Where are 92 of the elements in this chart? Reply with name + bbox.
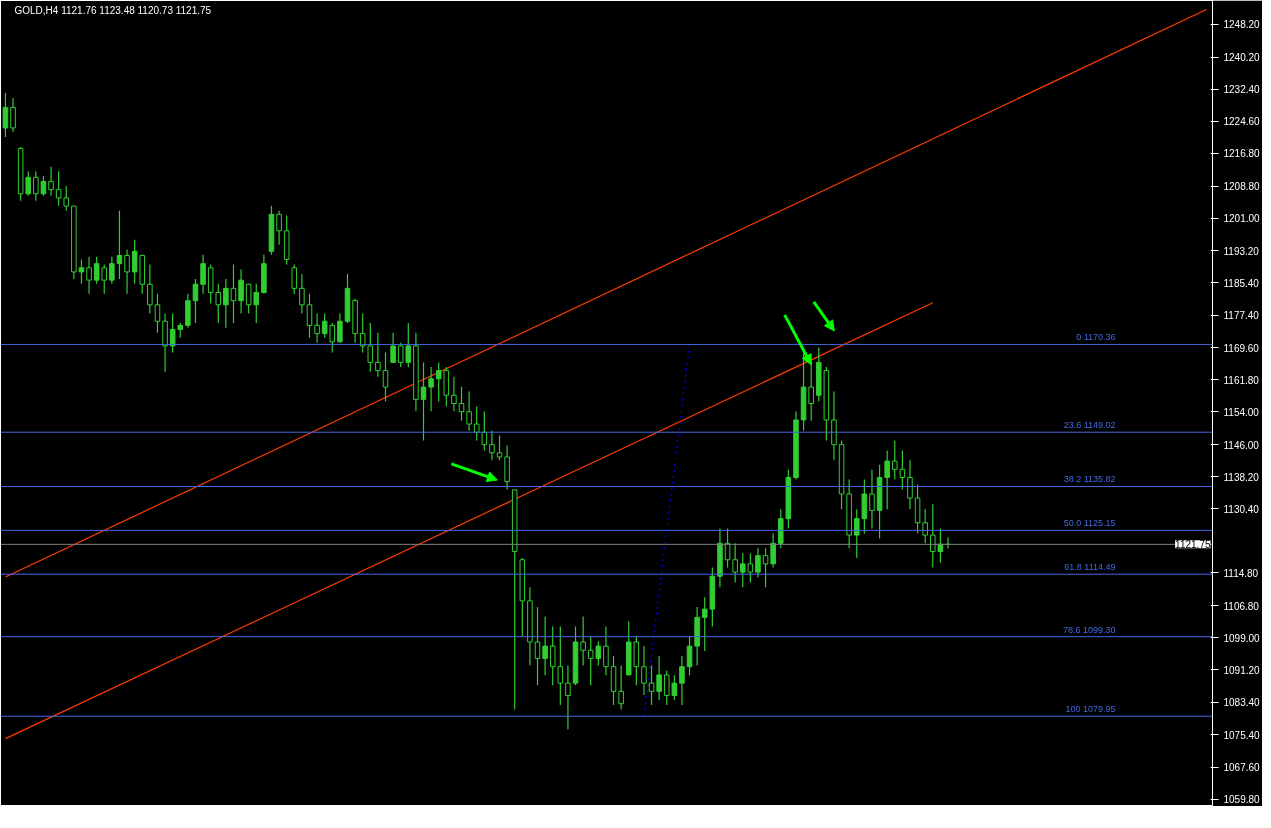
y-tick-label: 1216.80	[1223, 148, 1261, 160]
candlestick	[451, 376, 457, 412]
candlestick	[55, 170, 62, 207]
candlestick	[679, 655, 685, 706]
ref-line-label: 23.6 1149.02	[1063, 420, 1116, 431]
candlestick	[869, 469, 875, 530]
candlestick	[899, 449, 906, 491]
candlestick	[200, 254, 206, 295]
candlestick	[755, 547, 761, 579]
y-tick-label: 1224.60	[1223, 116, 1261, 128]
y-tick-label: 1091.20	[1223, 664, 1261, 676]
candlestick	[701, 596, 708, 652]
candlestick	[489, 430, 495, 461]
candlestick	[116, 210, 123, 280]
candlestick	[884, 449, 890, 510]
candlestick	[580, 615, 586, 667]
candlestick	[481, 410, 488, 451]
y-tick-label: 1059.80	[1223, 794, 1261, 806]
candlestick	[33, 170, 39, 202]
chart-title: GOLD,H4 1121.76 1123.48 1120.73 1121.75	[14, 4, 212, 16]
y-tick-label: 1114.80	[1223, 567, 1259, 579]
candlestick	[147, 263, 153, 315]
y-tick-label: 1154.00	[1223, 406, 1260, 418]
candlestick	[375, 332, 381, 378]
candlestick	[565, 664, 571, 730]
ref-line-label: 61.8 1114.49	[1064, 562, 1116, 573]
candlestick	[367, 322, 374, 373]
y-tick-label: 1067.60	[1223, 762, 1261, 774]
y-tick-label: 1240.20	[1223, 52, 1261, 64]
candlestick	[238, 268, 244, 315]
candlestick	[10, 97, 16, 133]
y-tick-label: 1201.00	[1223, 213, 1261, 225]
ref-line-label: 50.0 1125.15	[1063, 518, 1116, 529]
candlestick	[496, 434, 503, 461]
y-tick-label: 1248.20	[1223, 19, 1261, 31]
candlestick	[686, 635, 693, 676]
ref-line-label: 1121.75	[1175, 539, 1211, 551]
ref-line-label: 100 1079.95	[1065, 704, 1116, 715]
candlestick	[732, 542, 738, 583]
candlestick	[306, 293, 313, 339]
candlestick	[390, 332, 396, 363]
y-tick-label: 1193.20	[1223, 245, 1260, 257]
candlestick	[542, 615, 548, 676]
candlestick	[299, 273, 305, 315]
y-tick-label: 1138.20	[1223, 471, 1260, 483]
y-tick-label: 1161.80	[1223, 374, 1260, 386]
candlestick	[276, 210, 282, 246]
y-tick-label: 1130.40	[1223, 503, 1260, 515]
candlestick	[618, 664, 624, 711]
candlestick	[78, 258, 85, 285]
y-tick-label: 1075.40	[1223, 729, 1261, 741]
y-tick-label: 1208.80	[1223, 181, 1261, 193]
candlestick	[63, 185, 70, 212]
candlestick	[648, 664, 655, 706]
candlestick	[291, 263, 298, 295]
candlestick	[458, 386, 465, 422]
candlestick	[154, 293, 161, 334]
y-tick-label: 1099.00	[1223, 632, 1261, 644]
y-tick-label: 1177.40	[1223, 310, 1260, 322]
candlestick	[770, 532, 776, 569]
candlestick	[603, 625, 609, 676]
candlestick	[466, 390, 472, 432]
y-tick-label: 1083.40	[1223, 697, 1261, 709]
candlestick	[2, 92, 9, 138]
candlestick	[420, 361, 427, 442]
candlestick	[549, 625, 556, 686]
candlestick	[109, 256, 115, 285]
y-tick-label: 1106.80	[1223, 600, 1260, 612]
y-tick-label: 1232.40	[1223, 84, 1261, 96]
y-tick-label: 1169.60	[1223, 342, 1260, 354]
candlestick	[557, 625, 564, 706]
candlestick	[314, 312, 320, 344]
candlestick	[428, 366, 434, 412]
candlestick	[762, 547, 769, 588]
candlestick	[382, 351, 389, 403]
candlestick	[86, 256, 92, 295]
y-tick-label: 1146.00	[1223, 439, 1260, 451]
ref-line-label: 38.2 1135.82	[1063, 474, 1116, 485]
y-tick-label: 1185.40	[1223, 277, 1260, 289]
candlestick	[124, 249, 130, 295]
ref-line-label: 0 1170.36	[1076, 332, 1116, 343]
candlestick	[223, 278, 229, 329]
candlestick	[359, 312, 366, 354]
candlestick	[473, 405, 480, 442]
candlestick	[534, 606, 541, 686]
ref-line-label: 78.6 1099.30	[1062, 624, 1116, 635]
candlestick	[48, 166, 54, 197]
candlestick	[656, 655, 662, 701]
candlestick	[337, 312, 343, 344]
candlestick	[641, 645, 647, 696]
candlestick	[907, 459, 913, 510]
candlestick	[891, 439, 898, 481]
